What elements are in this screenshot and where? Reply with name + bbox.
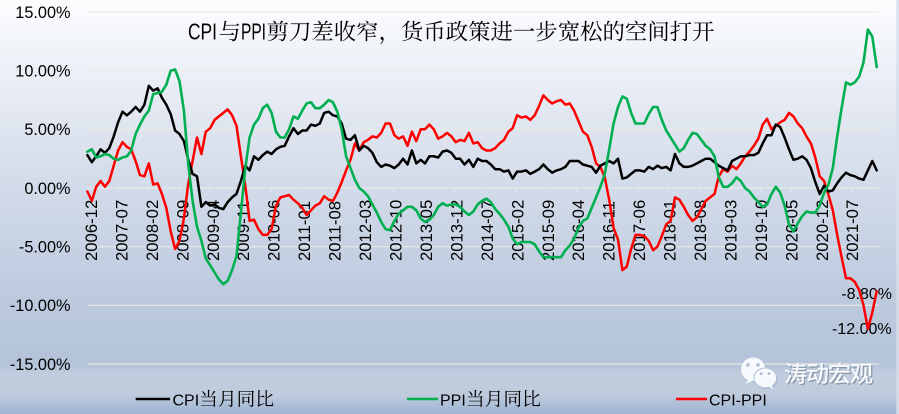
- svg-text:0.00%: 0.00%: [24, 180, 70, 198]
- svg-text:2018-01: 2018-01: [661, 200, 680, 261]
- svg-text:5.00%: 5.00%: [24, 121, 70, 139]
- svg-text:2013-05: 2013-05: [417, 200, 436, 261]
- svg-text:PPI: PPI: [440, 393, 466, 410]
- svg-text:2015-09: 2015-09: [539, 200, 558, 261]
- svg-text:2020-12: 2020-12: [813, 200, 832, 261]
- svg-text:PPI: PPI: [241, 19, 266, 45]
- svg-text:2019-03: 2019-03: [721, 200, 740, 261]
- svg-text:CPI: CPI: [188, 19, 217, 45]
- svg-text:2007-07: 2007-07: [113, 200, 132, 261]
- svg-text:CPI: CPI: [173, 393, 200, 410]
- svg-text:2011-01: 2011-01: [295, 201, 314, 261]
- svg-text:2021-07: 2021-07: [843, 200, 862, 261]
- svg-text:CPI-PPI: CPI-PPI: [709, 393, 767, 410]
- svg-text:2012-03: 2012-03: [356, 200, 375, 261]
- svg-text:2014-07: 2014-07: [478, 200, 497, 261]
- svg-text:2010-06: 2010-06: [265, 200, 284, 261]
- svg-text:-10.00%: -10.00%: [10, 297, 71, 315]
- svg-text:2018-08: 2018-08: [691, 200, 710, 261]
- svg-text:2016-11: 2016-11: [600, 201, 619, 261]
- svg-text:10.00%: 10.00%: [15, 63, 70, 81]
- svg-text:-8.80%: -8.80%: [841, 286, 892, 303]
- svg-text:-15.00%: -15.00%: [10, 356, 71, 374]
- svg-text:2019-10: 2019-10: [752, 200, 771, 261]
- svg-text:15.00%: 15.00%: [15, 4, 70, 22]
- svg-text:2013-12: 2013-12: [447, 200, 466, 261]
- svg-text:-5.00%: -5.00%: [19, 239, 71, 257]
- svg-text:2015-02: 2015-02: [508, 200, 527, 261]
- svg-text:2008-02: 2008-02: [143, 200, 162, 261]
- svg-text:2011-08: 2011-08: [326, 201, 345, 261]
- svg-text:-12.00%: -12.00%: [832, 321, 892, 338]
- svg-text:2017-06: 2017-06: [630, 200, 649, 261]
- svg-text:2009-04: 2009-04: [204, 200, 223, 261]
- svg-text:2006-12: 2006-12: [82, 200, 101, 261]
- svg-text:2012-10: 2012-10: [387, 200, 406, 261]
